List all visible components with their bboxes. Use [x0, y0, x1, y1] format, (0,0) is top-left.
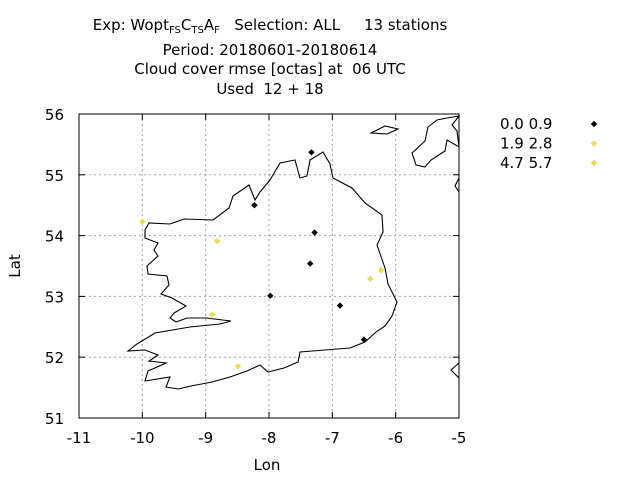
- station-count: 13 stations: [363, 16, 448, 34]
- y-tick-label: 54: [45, 228, 64, 246]
- scotland-coastline-2: [411, 115, 461, 168]
- legend-label: 4.7 5.7: [500, 154, 552, 172]
- y-tick-label: 56: [45, 106, 64, 124]
- legend-marker: [590, 140, 598, 147]
- x-tick-label: -11: [67, 429, 92, 447]
- x-tick-label: -6: [388, 429, 403, 447]
- data-point: [208, 311, 216, 318]
- title-line-used: Used 12 + 18: [216, 79, 324, 98]
- selection-label: Selection: ALL: [234, 16, 341, 34]
- x-tick-label: -8: [262, 429, 277, 447]
- grid-lines: [79, 114, 459, 418]
- x-tick-label: -10: [130, 429, 155, 447]
- data-point: [336, 302, 344, 309]
- data-point: [308, 149, 315, 156]
- exp-suffix: FSCTSAF: [168, 16, 220, 36]
- data-point: [360, 336, 368, 343]
- legend: 0.0 0.9 1.9 2.84.7 5.7: [500, 115, 598, 172]
- data-point: [251, 202, 258, 209]
- x-tick-label: -5: [452, 429, 467, 447]
- scotland-coastline: [368, 125, 400, 135]
- legend-label: 0.0 0.9: [500, 115, 552, 133]
- wales-coastline: [450, 362, 460, 379]
- y-tick-label: 53: [45, 288, 64, 306]
- x-axis-label: Lon: [254, 456, 281, 474]
- exp-letter: A: [203, 16, 215, 34]
- data-point: [306, 260, 314, 267]
- title-line-variable: Cloud cover rmse [octas] at 06 UTC: [134, 60, 406, 78]
- data-point: [234, 363, 242, 370]
- y-axis-label: Lat: [6, 254, 24, 278]
- title-line-exp: Exp: WoptFSCTSAF Selection: ALL 13 stati…: [0, 16, 540, 41]
- scotland-coastline-3: [454, 177, 460, 193]
- x-tick-label: -9: [198, 429, 213, 447]
- exp-subscript: F: [214, 25, 220, 36]
- exp-letter: C: [180, 16, 192, 34]
- legend-marker: [590, 159, 598, 167]
- data-point: [139, 218, 146, 225]
- data-point: [311, 229, 318, 236]
- x-tick-label: -7: [325, 429, 340, 447]
- axes: -11 -10 -9 -8 -7 -6 -5 51 52 53 54 55 56: [45, 106, 467, 447]
- exp-subscript: FS: [168, 25, 181, 36]
- y-tick-label: 51: [45, 410, 64, 428]
- data-points: [139, 149, 385, 370]
- y-tick-label: 52: [45, 349, 64, 367]
- data-point: [377, 267, 385, 274]
- y-tick-label: 55: [45, 167, 64, 185]
- data-point: [213, 237, 221, 245]
- chart-title: Exp: WoptFSCTSAF Selection: ALL 13 stati…: [0, 16, 540, 99]
- title-line-period: Period: 20180601-20180614: [162, 40, 378, 59]
- ireland-coastline: [126, 151, 398, 390]
- exp-subscript: TS: [191, 25, 204, 36]
- coastline-map: [126, 115, 461, 390]
- data-point: [367, 275, 374, 282]
- data-point: [267, 292, 274, 299]
- legend-marker: [590, 120, 598, 128]
- legend-label: 1.9 2.8: [500, 135, 552, 153]
- exp-label: Exp: Wopt: [92, 16, 169, 34]
